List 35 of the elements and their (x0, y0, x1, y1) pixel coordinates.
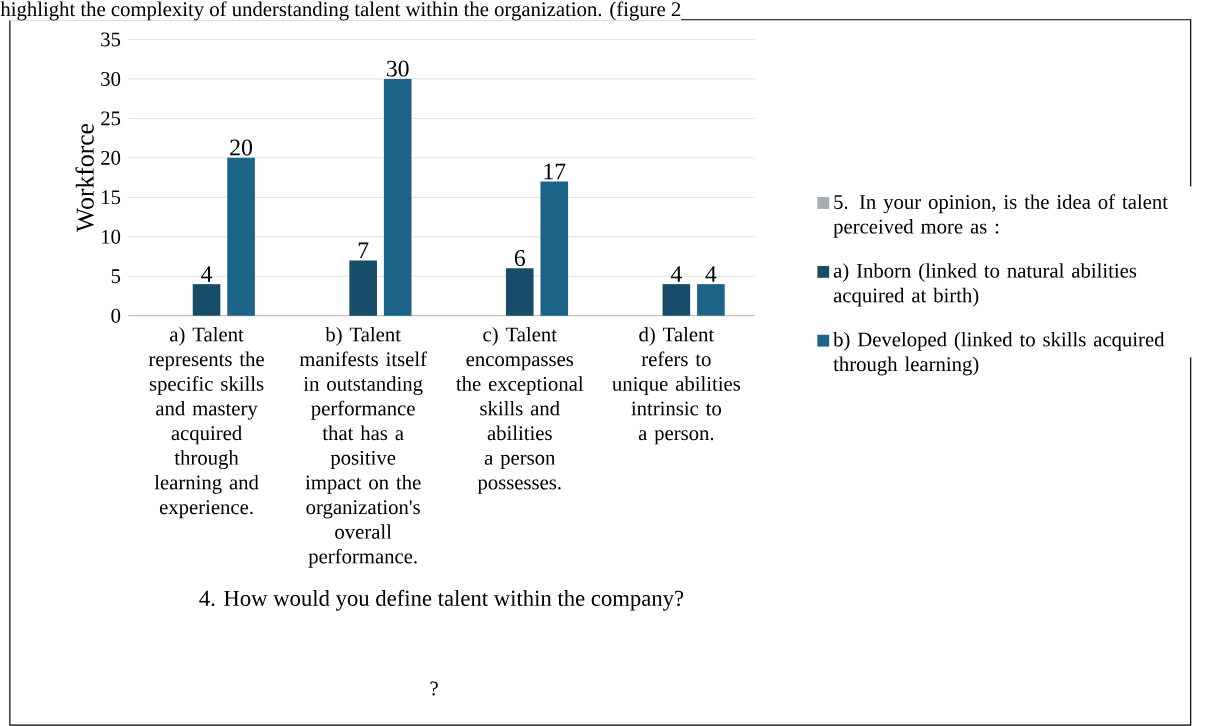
data-label: 7 (358, 242, 369, 259)
legend-label: b) Developed (linked to skills acquired through learning) (833, 331, 1165, 376)
bar (192, 284, 221, 316)
y-tick-label: 35 (101, 32, 121, 47)
bar (505, 268, 534, 316)
x-tick-label: c) Talent encompasses the exceptional skills and abilities a person possesses. (456, 326, 584, 494)
legend-label: 5. In your opinion, is the idea of talent perceived more as : (833, 194, 1168, 238)
data-label: 4 (705, 266, 717, 282)
category-label: b) Talent manifests itself in outstanding performance that has a positive impact on the organization's overall performance. (299, 326, 428, 568)
data-label: 6 (514, 250, 525, 266)
bar (383, 78, 412, 316)
text: ? (430, 681, 438, 696)
y-tick-label: 30 (101, 71, 121, 86)
bar (349, 260, 377, 316)
x-tick-label: a) Talent represents the specific skills and mastery acquired through learning and experience. (148, 326, 264, 519)
y-tick-label: 10 (102, 229, 121, 244)
bar (662, 284, 691, 316)
bar (697, 284, 725, 316)
bar (540, 181, 569, 316)
x-axis-title: 4. How would you define talent within the company? (199, 589, 684, 611)
data-label: 30 (386, 60, 409, 77)
y-axis-title: Workforce (75, 123, 94, 233)
y-tick-label: 5 (111, 269, 121, 284)
data-label: 4 (670, 266, 682, 282)
x-tick-label: d) Talent refers to unique abilities intrinsic to a person. (612, 326, 741, 445)
y-tick-label: 15 (102, 190, 121, 205)
legend-label: a) Inborn (linked to natural abilities acquired at birth) (833, 263, 1137, 307)
y-tick-label: 0 (111, 308, 121, 323)
data-label: 20 (230, 139, 252, 156)
text: highlight the complexity of understanding talent within the organization. (figure 2 (0, 1, 681, 21)
y-tick-label: 20 (101, 150, 121, 165)
data-label: 4 (201, 266, 213, 282)
y-tick-label: 25 (101, 111, 121, 126)
data-label: 17 (544, 163, 566, 180)
bar (227, 157, 255, 316)
